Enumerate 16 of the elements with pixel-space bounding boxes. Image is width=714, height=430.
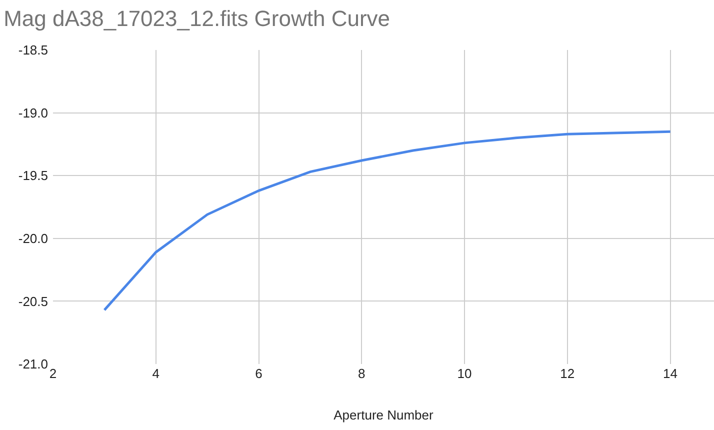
chart-title: Mag dA38_17023_12.fits Growth Curve [4,6,390,32]
y-tick-label: -19.5 [18,168,48,184]
y-tick-label: -18.5 [18,42,48,58]
x-tick-label: 6 [255,366,262,381]
x-tick-label: 14 [663,366,678,381]
y-tick-label: -20.0 [18,230,48,246]
y-tick-label: -19.0 [18,105,48,120]
x-axis-title: Aperture Number [334,408,434,423]
x-tick-label: 12 [560,366,575,381]
x-tick-label: 2 [49,366,57,381]
line-series [103,130,672,312]
y-tick-label: -21.0 [18,356,48,372]
x-tick-label: 8 [358,366,366,381]
y-tick-label: -20.5 [18,294,48,309]
x-tick-label: 4 [152,366,160,381]
x-tick-label: 10 [457,366,472,381]
